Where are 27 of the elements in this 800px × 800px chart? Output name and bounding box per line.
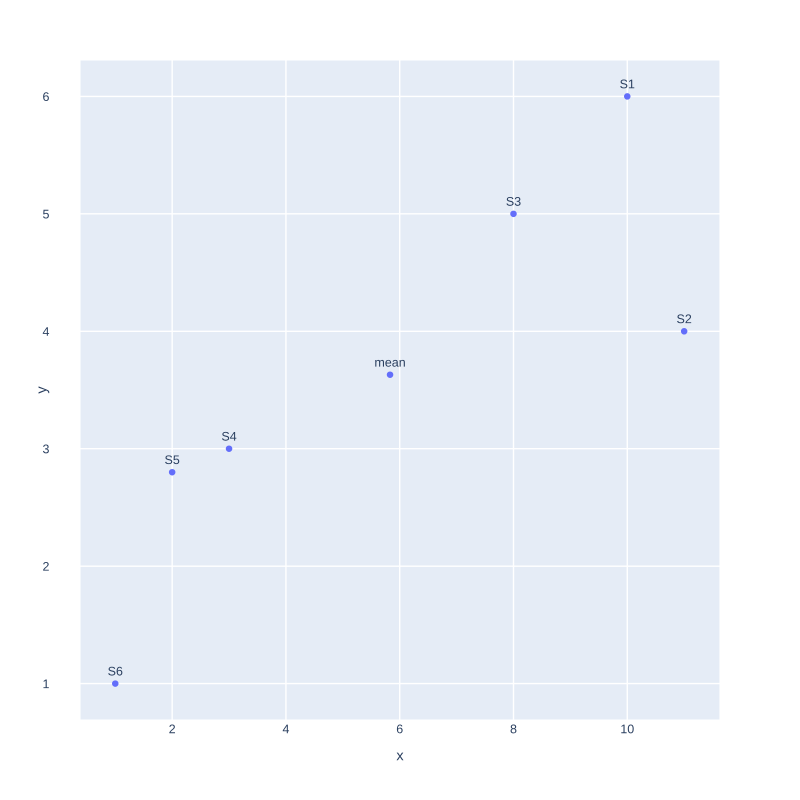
y-tick-label: 4 [42, 327, 50, 336]
x-tick-label: 2 [169, 724, 176, 734]
point [624, 93, 631, 100]
y-axis-title: y [38, 386, 50, 394]
annotation: S3 [506, 196, 521, 206]
x-axis-title: x [396, 752, 404, 760]
point [680, 328, 688, 335]
annotation: S5 [165, 455, 180, 464]
point [226, 445, 232, 452]
annotation: S6 [108, 666, 122, 676]
x-tick-label: 8 [510, 724, 516, 734]
y-tick-label: 2 [43, 562, 49, 571]
annotation: mean [375, 360, 405, 367]
point [510, 210, 517, 218]
annotation: S2 [677, 314, 692, 324]
point [112, 680, 119, 687]
point [168, 468, 176, 476]
point [386, 371, 394, 378]
x-tick-label: 4 [282, 724, 290, 734]
y-tick-label: 3 [42, 444, 49, 454]
annotation: S1 [620, 80, 634, 88]
x-tick-label: 10 [621, 724, 634, 734]
y-tick-label: 1 [43, 680, 49, 688]
x-tick-label: 6 [396, 724, 403, 734]
y-tick-label: 5 [42, 210, 49, 218]
annotation: S4 [222, 432, 236, 441]
y-tick-label: 6 [43, 92, 49, 102]
